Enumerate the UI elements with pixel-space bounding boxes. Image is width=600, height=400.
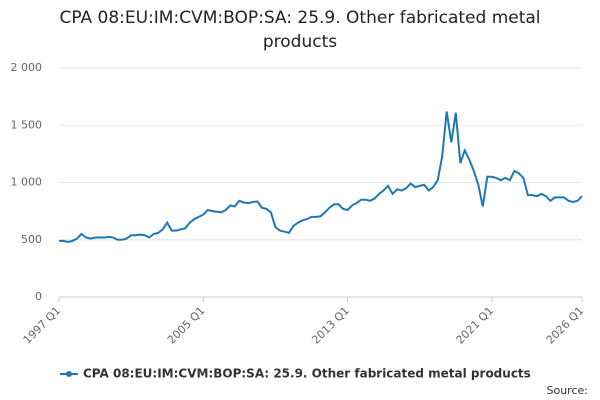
x-tick-label: 2005 Q1: [165, 304, 208, 347]
x-tick-label: 2026 Q1: [544, 304, 587, 347]
y-tick-label: 2 000: [11, 61, 43, 74]
source-label: Source:: [547, 384, 589, 397]
y-tick-label: 1 000: [11, 176, 43, 189]
y-tick-label: 1 500: [11, 118, 43, 131]
x-tick-label: 2013 Q1: [309, 304, 352, 347]
chart-title: CPA 08:EU:IM:CVM:BOP:SA: 25.9. Other fab…: [59, 8, 541, 52]
y-tick-label: 500: [21, 233, 42, 246]
legend-marker: [66, 371, 72, 377]
x-tick-label: 1997 Q1: [21, 304, 64, 347]
x-tick-label: 2021 Q1: [454, 304, 497, 347]
legend-label: CPA 08:EU:IM:CVM:BOP:SA: 25.9. Other fab…: [83, 367, 531, 381]
series-line: [59, 111, 583, 244]
y-tick-label: 0: [35, 290, 42, 303]
